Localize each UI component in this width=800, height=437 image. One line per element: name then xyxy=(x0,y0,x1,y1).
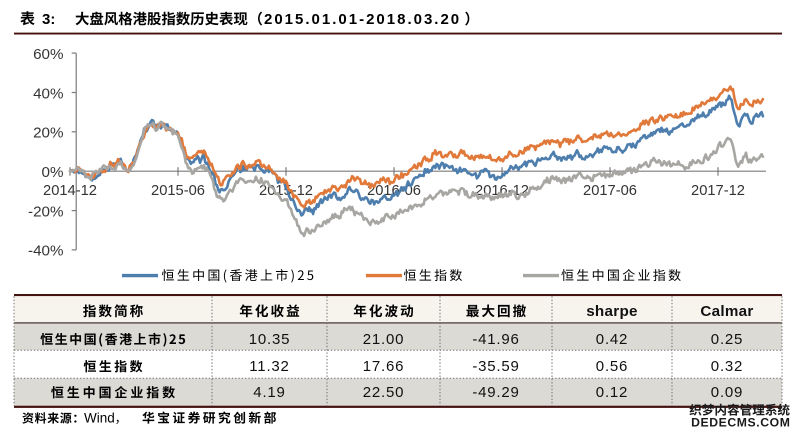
svg-text:0.12: 0.12 xyxy=(596,384,628,401)
svg-text:10.35: 10.35 xyxy=(249,331,291,348)
svg-text:2015-06: 2015-06 xyxy=(151,183,205,199)
svg-text:0.32: 0.32 xyxy=(711,358,743,375)
svg-text:-41.96: -41.96 xyxy=(472,331,519,348)
svg-text:17.66: 17.66 xyxy=(363,358,405,375)
svg-text:21.00: 21.00 xyxy=(363,331,405,348)
svg-text:-49.29: -49.29 xyxy=(472,384,519,401)
svg-text:2015.01.01-2018.03.20: 2015.01.01-2018.03.20 xyxy=(264,11,461,28)
svg-text:2017-12: 2017-12 xyxy=(691,183,745,199)
svg-text:60%: 60% xyxy=(33,46,63,63)
svg-text:20%: 20% xyxy=(33,125,63,142)
svg-text:40%: 40% xyxy=(33,85,63,102)
svg-text:0.42: 0.42 xyxy=(596,331,628,348)
svg-text:22.50: 22.50 xyxy=(363,384,405,401)
svg-text:Wind，: Wind， xyxy=(84,411,127,426)
svg-text:2017-06: 2017-06 xyxy=(583,183,637,199)
svg-text:0.25: 0.25 xyxy=(711,331,743,348)
svg-text:2014-12: 2014-12 xyxy=(43,183,97,199)
svg-text:Calmar: Calmar xyxy=(700,303,753,320)
svg-text:4.19: 4.19 xyxy=(253,384,285,401)
svg-text:-20%: -20% xyxy=(28,203,63,220)
svg-text:0.09: 0.09 xyxy=(711,384,743,401)
svg-text:3:: 3: xyxy=(42,11,55,28)
svg-text:0.56: 0.56 xyxy=(596,358,628,375)
svg-text:DEDECMS.COM: DEDECMS.COM xyxy=(691,416,790,430)
svg-text:11.32: 11.32 xyxy=(249,358,289,375)
svg-text:0%: 0% xyxy=(42,164,64,181)
svg-text:sharpe: sharpe xyxy=(586,303,638,320)
svg-text:-35.59: -35.59 xyxy=(472,358,519,375)
svg-text:-40%: -40% xyxy=(28,243,63,260)
